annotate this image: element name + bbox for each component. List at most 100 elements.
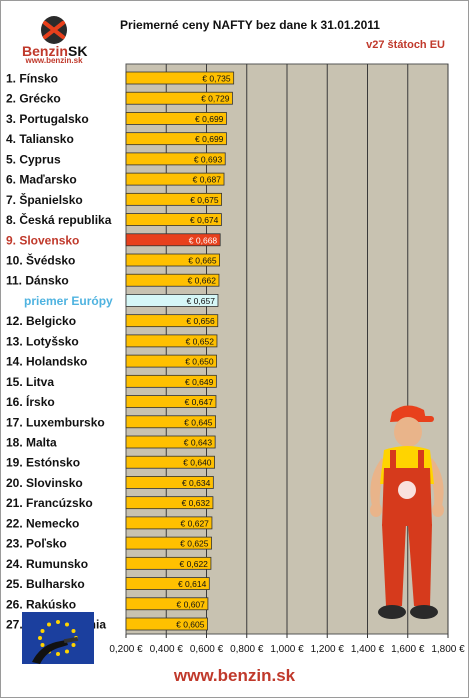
category-label: 22. Nemecko [6, 516, 79, 530]
bar-value-label: € 0,729 [201, 94, 230, 104]
bar [125, 294, 219, 307]
bar-value-label: € 0,674 [190, 215, 219, 225]
bar-value-label: € 0,693 [194, 154, 223, 164]
category-label: 10. Švédsko [6, 253, 75, 268]
bar-value-label: € 0,640 [183, 458, 212, 468]
bar-value-label: € 0,647 [185, 397, 214, 407]
mechanic-illustration [370, 405, 444, 619]
x-tick-label: 0,200 € [109, 644, 143, 655]
category-label: 14. Holandsko [6, 355, 87, 369]
category-label: 17. Luxembursko [6, 415, 105, 429]
bar [125, 192, 222, 206]
x-tick-label: 1,200 € [311, 644, 345, 655]
bar-value-label: € 0,657 [187, 296, 216, 306]
chart-title: Priemerné ceny NAFTY bez dane k 31.01.20… [120, 18, 380, 32]
x-tick-label: 0,400 € [150, 644, 184, 655]
bar [125, 496, 214, 510]
x-tick-label: 1,000 € [270, 644, 304, 655]
eu-flag-with-nozzle [22, 612, 94, 664]
category-label: 25. Bulharsko [6, 577, 85, 591]
bar [125, 91, 233, 105]
category-label: 3. Portugalsko [6, 112, 89, 126]
bar-value-label: € 0,699 [195, 134, 224, 144]
bar-value-label: € 0,605 [176, 620, 205, 630]
bar [125, 354, 217, 368]
bar-value-label: € 0,627 [181, 518, 210, 528]
category-label: 13. Lotyšsko [6, 334, 79, 348]
bar-value-label: € 0,662 [188, 276, 217, 286]
category-label: 9. Slovensko [6, 233, 79, 247]
category-label: 2. Grécko [6, 92, 61, 106]
bar-value-label: € 0,675 [190, 195, 219, 205]
bar [125, 172, 225, 186]
bar [125, 273, 220, 287]
category-label: 8. Česká republika [6, 212, 112, 227]
category-label: 16. Írsko [6, 394, 55, 409]
bar-value-label: € 0,665 [188, 256, 217, 266]
category-label: 1. Fínsko [6, 72, 58, 86]
chart-subtitle: v27 štátoch EU [366, 39, 445, 51]
category-label: 15. Litva [6, 375, 54, 389]
svg-text:Benzin: Benzin [22, 43, 68, 59]
bar-value-label: € 0,632 [182, 498, 211, 508]
bar [125, 395, 217, 408]
category-label: 23. Poľsko [6, 537, 67, 551]
category-label: 18. Malta [6, 436, 57, 450]
bar [125, 476, 214, 489]
bar [125, 112, 227, 125]
category-label: 26. Rakúsko [6, 597, 76, 611]
bar [125, 152, 226, 166]
bar-value-label: € 0,614 [178, 579, 207, 589]
bar-value-label: € 0,625 [180, 539, 209, 549]
category-label: 11. Dánsko [6, 274, 69, 288]
category-label: priemer Európy [24, 294, 113, 308]
category-label: 7. Španielsko [6, 192, 83, 207]
bar-value-label: € 0,643 [184, 438, 213, 448]
bar [125, 71, 235, 85]
bar-value-label: € 0,645 [184, 417, 213, 427]
bar [125, 233, 221, 247]
bar [125, 132, 227, 146]
bar [125, 374, 217, 388]
benzin-sk-logo: Benzin SK [22, 16, 87, 59]
category-label: 4. Taliansko [6, 132, 74, 146]
bar [125, 314, 219, 328]
bar [125, 253, 220, 267]
x-tick-label: 0,800 € [230, 644, 264, 655]
category-label: 19. Estónsko [6, 456, 80, 470]
bar [125, 597, 209, 611]
category-label: 20. Slovinsko [6, 476, 83, 490]
logo-url: www.benzin.sk [25, 56, 83, 65]
bar-value-label: € 0,735 [202, 74, 231, 84]
bar-value-label: € 0,652 [186, 336, 215, 346]
category-label: 21. Francúzsko [6, 496, 93, 510]
bar [125, 455, 215, 469]
category-label: 24. Rumunsko [6, 557, 88, 571]
x-tick-label: 0,600 € [190, 644, 224, 655]
bar-value-label: € 0,650 [185, 357, 214, 367]
x-tick-label: 1,400 € [351, 644, 385, 655]
category-label: 12. Belgicko [6, 314, 76, 328]
bar-value-label: € 0,634 [182, 478, 211, 488]
bar [125, 435, 216, 449]
bar-value-label: € 0,699 [195, 114, 224, 124]
svg-text:SK: SK [68, 43, 87, 59]
bar-value-label: € 0,649 [185, 377, 214, 387]
x-tick-label: 1,600 € [391, 644, 425, 655]
category-label: 6. Maďarsko [6, 173, 77, 187]
bar-value-label: € 0,607 [177, 599, 206, 609]
footer-url[interactable]: www.benzin.sk [173, 666, 296, 685]
x-tick-label: 1,800 € [431, 644, 465, 655]
bar-value-label: € 0,687 [193, 175, 222, 185]
bar [125, 617, 208, 631]
bar [125, 556, 212, 570]
bar [125, 577, 210, 590]
bar [125, 213, 222, 226]
category-label: 5. Cyprus [6, 152, 61, 166]
bar [125, 415, 216, 429]
bar-value-label: € 0,668 [189, 235, 218, 245]
bar-value-label: € 0,622 [180, 559, 209, 569]
bar [125, 516, 213, 530]
bar [125, 334, 218, 348]
bar-value-label: € 0,656 [186, 316, 215, 326]
